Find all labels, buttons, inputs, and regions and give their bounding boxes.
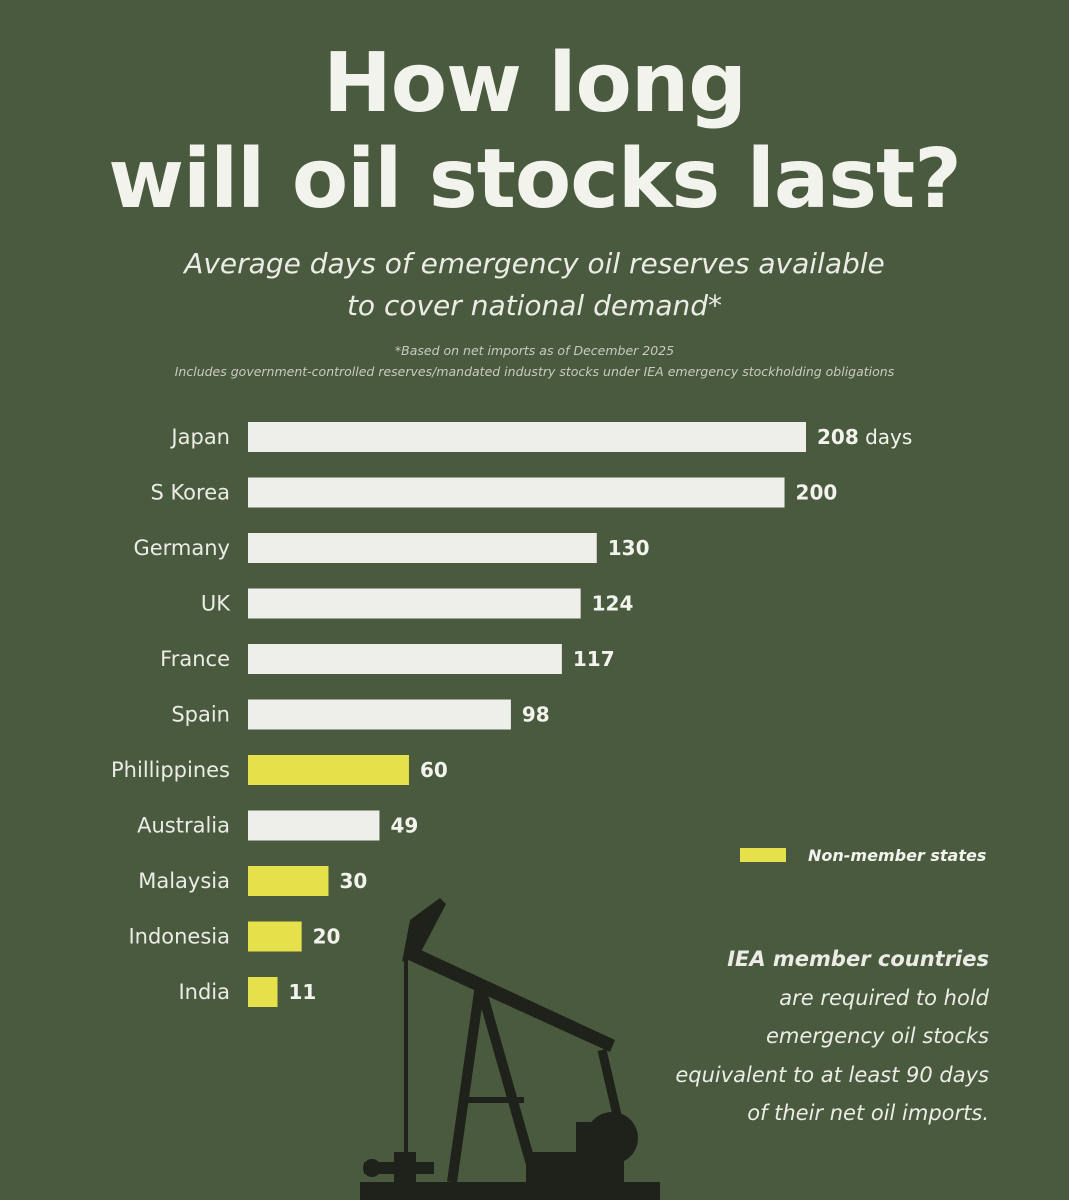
bar-spain [248, 699, 511, 730]
value-label: 11 [289, 980, 317, 1004]
bar-australia [248, 810, 380, 841]
value-label: 208 days [817, 425, 912, 449]
value-label: 117 [573, 647, 615, 671]
legend-label: Non-member states [808, 845, 987, 865]
legend-swatch-non-member [740, 848, 786, 862]
bar-malaysia [248, 866, 329, 896]
bar-japan [248, 422, 806, 452]
oil-pumpjack-icon [360, 898, 660, 1200]
value-label: 30 [339, 869, 367, 893]
category-label: Phillippines [111, 758, 230, 782]
category-label: Australia [137, 814, 230, 838]
subtitle-line-1: Average days of emergency oil reserves a… [184, 247, 885, 280]
category-label: France [160, 647, 230, 671]
bar-s-korea [248, 477, 785, 508]
value-label: 200 [796, 481, 838, 505]
value-unit-label: days [859, 425, 913, 449]
title-line-2: will oil stocks last? [108, 132, 962, 227]
category-label: Spain [171, 703, 230, 727]
category-label: Indonesia [128, 925, 230, 949]
category-label: India [178, 980, 230, 1004]
category-label: UK [201, 592, 231, 616]
category-label: Japan [169, 425, 230, 449]
bar-france [248, 644, 562, 674]
bar-uk [248, 588, 581, 619]
footnote-line-1: *Based on net imports as of December 202… [394, 343, 675, 358]
bar-germany [248, 533, 597, 563]
category-label: Germany [133, 536, 230, 560]
info-bold-text: IEA member countries [727, 947, 989, 971]
subtitle-line-2: to cover national demand* [346, 289, 723, 322]
value-label: 130 [608, 536, 650, 560]
bar-indonesia [248, 921, 302, 952]
value-label: 20 [313, 925, 341, 949]
value-label: 124 [592, 592, 634, 616]
value-label: 49 [390, 814, 418, 838]
value-label: 60 [420, 758, 448, 782]
title-line-1: How long [323, 36, 747, 131]
category-label: Malaysia [138, 869, 230, 893]
value-label: 98 [522, 703, 550, 727]
bar-india [248, 977, 278, 1007]
bar-phillippines [248, 755, 409, 785]
footnote-line-2: Includes government-controlled reserves/… [174, 364, 895, 379]
info-body-text: are required to hold emergency oil stock… [675, 985, 989, 1126]
category-label: S Korea [150, 481, 230, 505]
legend: Non-member states [740, 845, 986, 865]
iea-info-note: IEA member countries are required to hol… [669, 940, 989, 1133]
